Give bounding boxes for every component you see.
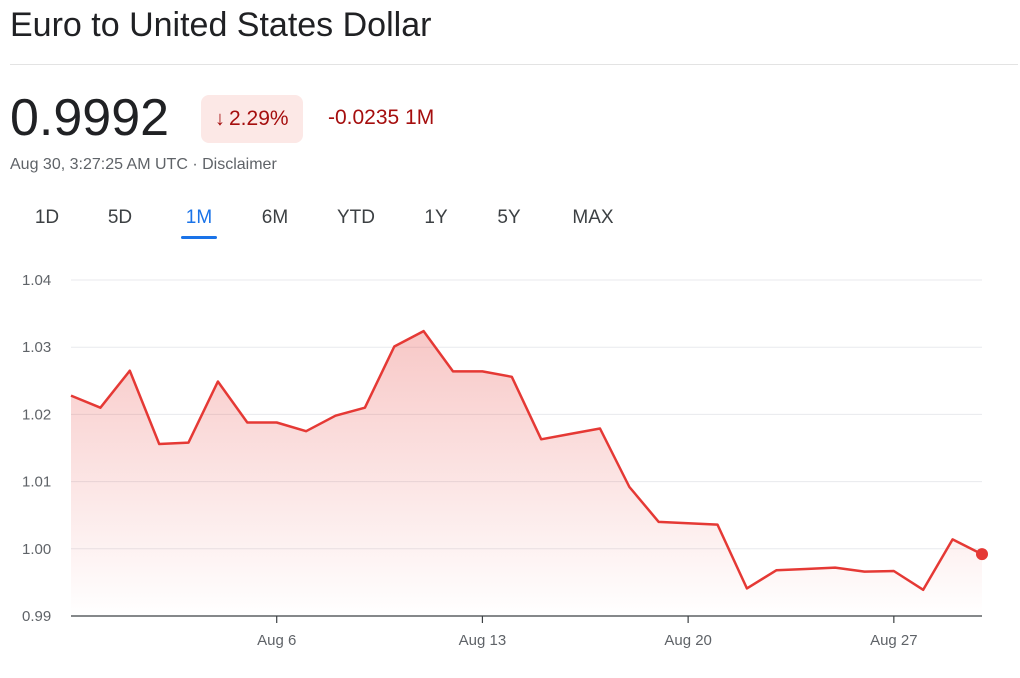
x-tick-label: Aug 27 xyxy=(870,632,918,649)
tab-max[interactable]: MAX xyxy=(572,207,614,228)
x-tick-label: Aug 6 xyxy=(257,632,296,649)
tab-ytd[interactable]: YTD xyxy=(337,207,375,228)
price-line xyxy=(70,329,983,592)
range-tabs: 1D 5D 1M 6M YTD 1Y 5Y MAX xyxy=(10,205,617,239)
y-tick-label: 1.03 xyxy=(22,339,51,356)
y-tick-label: 1.02 xyxy=(22,406,51,423)
tab-1m[interactable]: 1M xyxy=(181,205,217,239)
change-percent: 2.29% xyxy=(229,107,289,130)
x-tick-label: Aug 13 xyxy=(459,632,507,649)
y-tick-label: 1.04 xyxy=(22,272,51,289)
x-tick-label: Aug 20 xyxy=(664,632,712,649)
y-tick-label: 1.00 xyxy=(22,541,51,558)
y-tick-label: 0.99 xyxy=(22,608,51,625)
current-price: 0.9992 xyxy=(10,89,170,147)
change-percent-badge: ↓ 2.29% xyxy=(201,95,303,143)
tab-6m[interactable]: 6M xyxy=(261,207,289,228)
header-divider xyxy=(10,64,1018,65)
current-value-dot xyxy=(976,548,988,561)
tab-5y[interactable]: 5Y xyxy=(497,207,521,228)
page-title: Euro to United States Dollar xyxy=(10,6,432,44)
price-chart: 1.04 1.03 1.02 1.01 1.00 0.99 Aug 6 Aug 13 Aug 2… xyxy=(22,272,988,649)
timestamp-disclaimer: Aug 30, 3:27:25 AM UTC · Disclaimer xyxy=(10,156,277,173)
change-value: -0.0235 1M xyxy=(328,106,435,129)
tab-1d[interactable]: 1D xyxy=(34,207,60,228)
tab-5d[interactable]: 5D xyxy=(107,207,133,228)
area-fill xyxy=(71,331,982,616)
y-tick-label: 1.01 xyxy=(22,474,51,491)
tab-1y[interactable]: 1Y xyxy=(424,207,448,228)
arrow-down-icon: ↓ xyxy=(215,107,225,130)
